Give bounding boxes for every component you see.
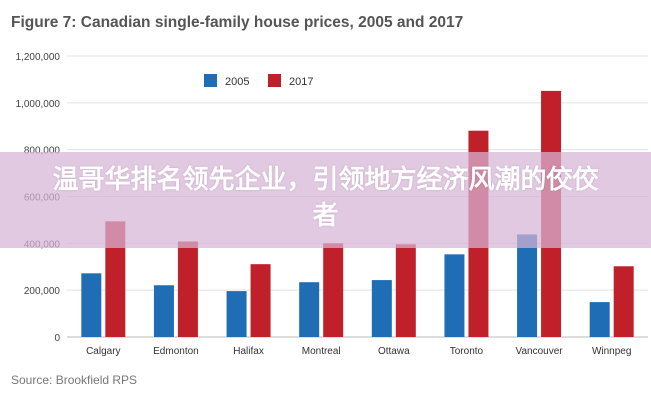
- x-tick-label: Ottawa: [378, 346, 410, 357]
- bar-2005-toronto: [444, 254, 465, 337]
- y-tick-label: 0: [54, 333, 60, 344]
- bar-2017-montreal: [323, 243, 344, 337]
- legend-label-2005: 2005: [225, 76, 249, 88]
- y-tick-label: 200,000: [24, 286, 61, 297]
- bar-2005-montreal: [299, 282, 320, 337]
- bar-2005-ottawa: [371, 280, 392, 337]
- y-tick-label: 1,000,000: [16, 99, 61, 110]
- chart-source: Source: Brookfield RPS: [11, 373, 138, 387]
- bar-2005-calgary: [81, 273, 102, 337]
- legend-label-2017: 2017: [289, 76, 313, 88]
- y-tick-label: 1,200,000: [16, 52, 61, 63]
- overlay-banner: 温哥华排名领先企业，引领地方经济风潮的佼佼者: [0, 152, 651, 248]
- bar-2005-vancouver: [517, 234, 538, 337]
- bar-2005-edmonton: [153, 285, 174, 337]
- bar-2005-winnpeg: [589, 302, 610, 337]
- x-tick-label: Toronto: [450, 346, 484, 357]
- x-tick-label: Vancouver: [516, 346, 564, 357]
- bar-2017-halifax: [250, 264, 271, 337]
- bar-2017-ottawa: [395, 244, 416, 337]
- legend-swatch-2017: [268, 74, 281, 87]
- x-tick-label: Halifax: [233, 346, 264, 357]
- x-tick-label: Edmonton: [153, 346, 199, 357]
- bar-2005-halifax: [226, 291, 247, 337]
- x-tick-label: Montreal: [302, 346, 341, 357]
- bar-2017-calgary: [105, 221, 126, 337]
- bar-2017-edmonton: [177, 241, 198, 337]
- bar-2017-winnpeg: [613, 266, 634, 337]
- legend-swatch-2005: [204, 74, 217, 87]
- x-tick-label: Calgary: [86, 346, 120, 357]
- y-tick-label: 800,000: [24, 146, 61, 157]
- banner-text: 温哥华排名领先企业，引领地方经济风潮的佼佼者: [52, 165, 599, 231]
- chart-title: Figure 7: Canadian single-family house p…: [11, 14, 464, 31]
- x-tick-label: Winnpeg: [592, 346, 631, 357]
